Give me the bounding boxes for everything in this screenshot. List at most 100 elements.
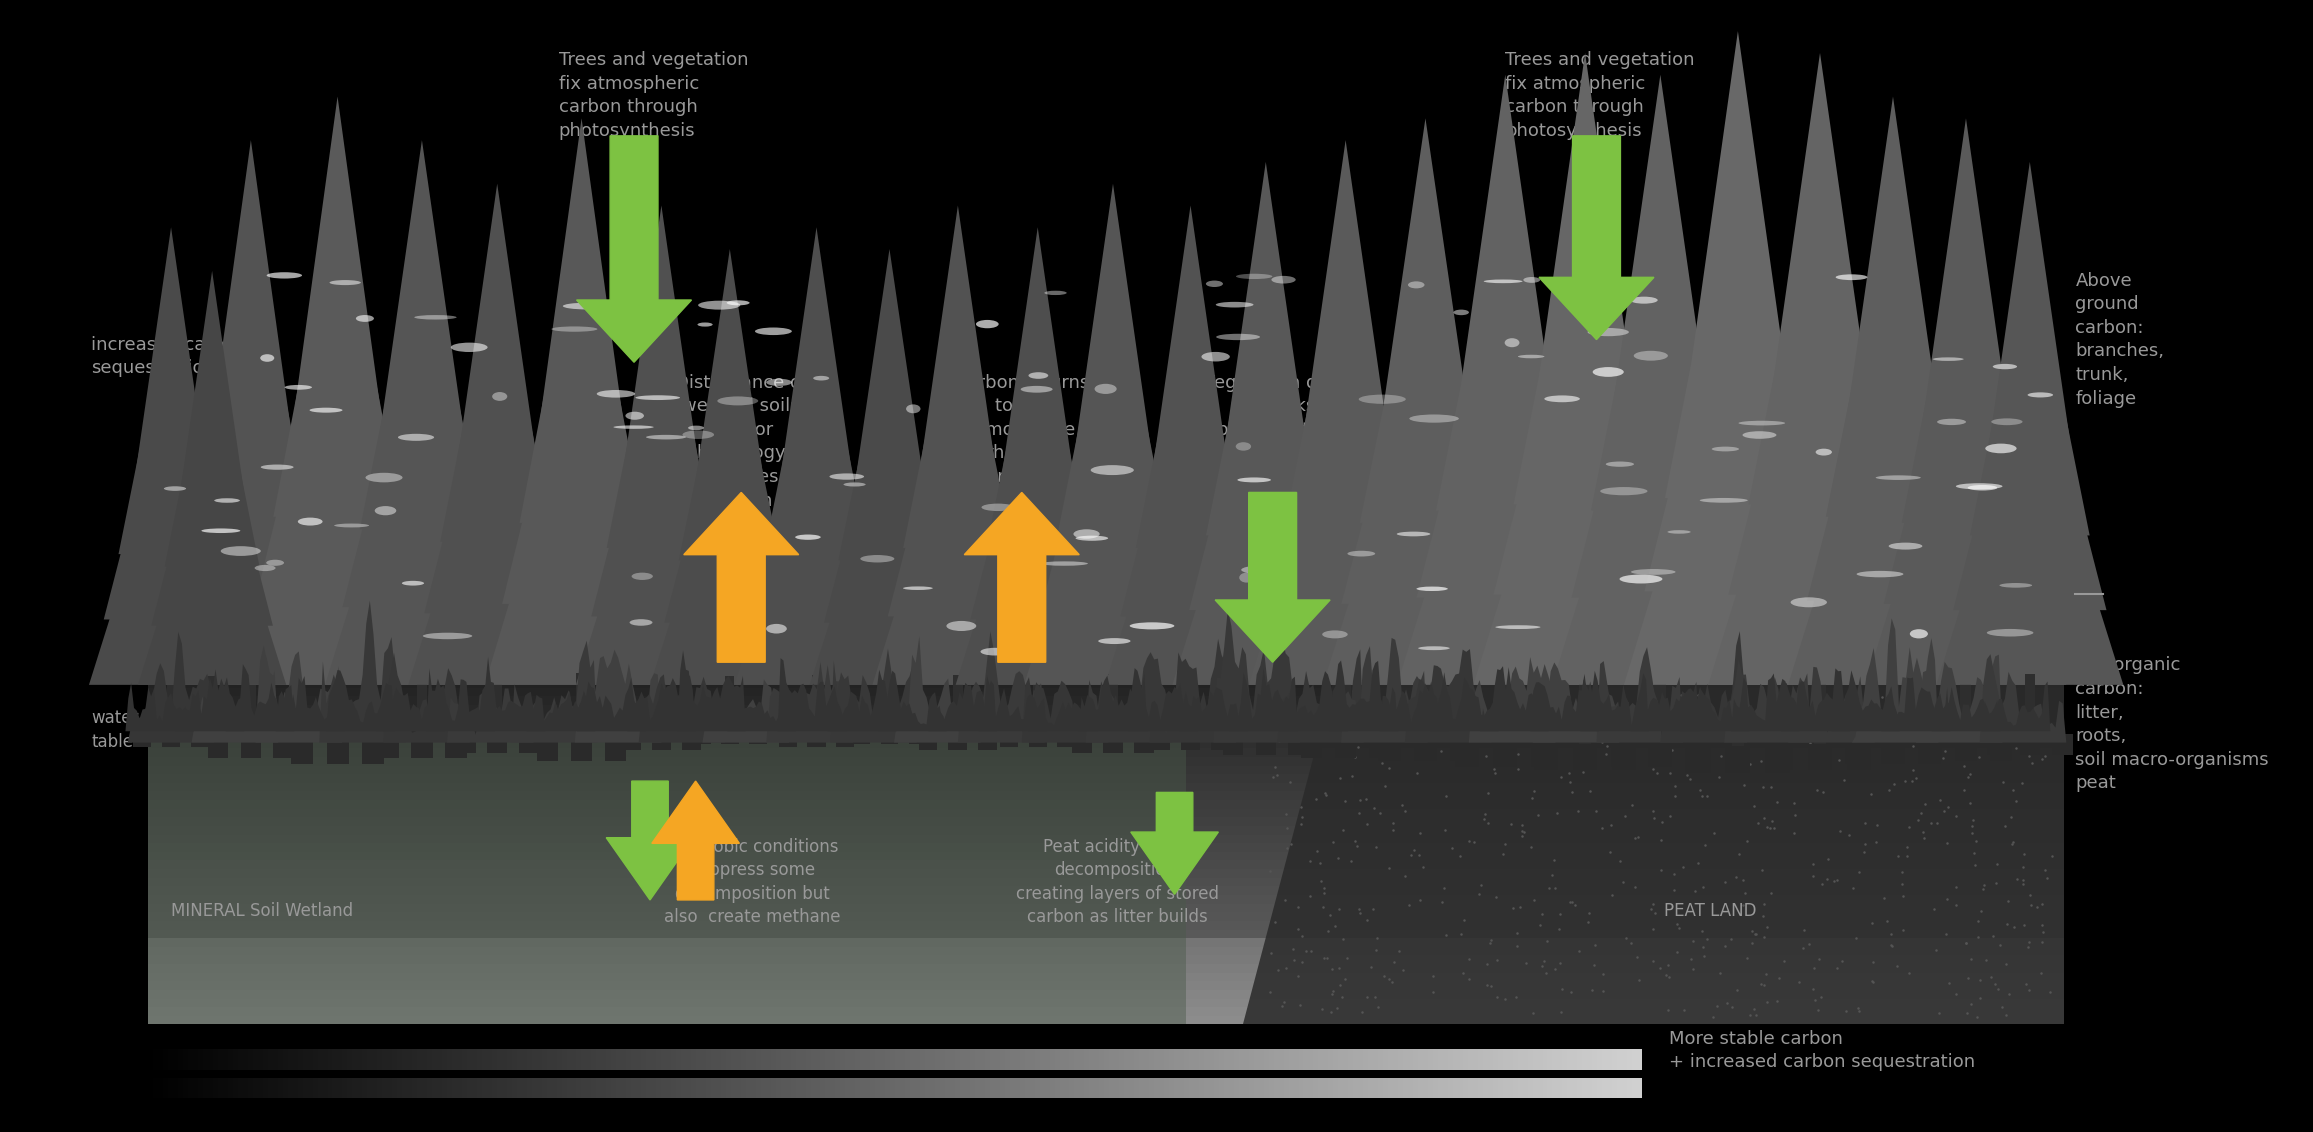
Bar (1150, 1078, 1154, 1098)
Polygon shape (638, 675, 726, 743)
Bar (303, 1078, 308, 1098)
Bar (1513, 1049, 1517, 1070)
Point (1658, 943, 1695, 961)
Point (1635, 691, 1672, 709)
Bar (985, 1049, 990, 1070)
Point (1818, 872, 1855, 890)
Point (1314, 833, 1351, 851)
Point (1917, 941, 1954, 959)
Point (1959, 1007, 1996, 1026)
Point (1321, 900, 1358, 918)
Point (1957, 843, 1994, 861)
Polygon shape (1915, 654, 2003, 743)
Bar (1552, 1049, 1557, 1070)
Point (1566, 763, 1603, 781)
Ellipse shape (164, 487, 185, 491)
Bar (148, 877, 2063, 886)
Point (1272, 773, 1309, 791)
Point (1360, 997, 1397, 1015)
Bar (164, 1078, 169, 1098)
Bar (352, 1078, 359, 1098)
Bar (1612, 1078, 1617, 1098)
Point (1964, 880, 2001, 898)
Polygon shape (1883, 280, 2049, 604)
Point (1737, 925, 1774, 943)
Point (2005, 858, 2042, 876)
Bar (1725, 746, 1751, 773)
Bar (222, 1049, 229, 1070)
Point (1894, 772, 1931, 790)
Polygon shape (125, 683, 194, 731)
Point (1998, 871, 2035, 889)
Polygon shape (1901, 199, 2031, 523)
Point (1857, 816, 1894, 834)
Bar (581, 1049, 588, 1070)
Bar (148, 869, 2063, 877)
Point (1961, 989, 1998, 1007)
Bar (1508, 1078, 1513, 1098)
Bar (1323, 1078, 1328, 1098)
Ellipse shape (1998, 583, 2033, 588)
Point (1402, 846, 1439, 864)
Polygon shape (729, 683, 796, 731)
Bar (1517, 1049, 1522, 1070)
Bar (507, 1078, 511, 1098)
Bar (1920, 738, 1943, 762)
Point (1487, 835, 1524, 854)
Bar (407, 1049, 412, 1070)
Ellipse shape (1631, 297, 1658, 303)
Point (1617, 829, 1654, 847)
Bar (222, 1078, 229, 1098)
Polygon shape (830, 649, 916, 743)
Bar (981, 1078, 985, 1098)
Bar (238, 1049, 243, 1070)
Bar (717, 1078, 722, 1098)
Ellipse shape (1483, 280, 1522, 283)
Bar (511, 1049, 516, 1070)
Point (1707, 700, 1744, 718)
Polygon shape (622, 206, 701, 480)
Point (1277, 714, 1314, 732)
Point (1404, 858, 1441, 876)
Ellipse shape (1409, 414, 1460, 422)
Point (1746, 895, 1783, 914)
Point (1466, 747, 1503, 765)
Point (1582, 702, 1619, 720)
Bar (826, 1049, 830, 1070)
Polygon shape (678, 651, 745, 731)
Bar (1448, 1078, 1453, 1098)
Polygon shape (1624, 311, 1853, 685)
Bar (421, 1078, 428, 1098)
Bar (731, 1078, 736, 1098)
Bar (1228, 1049, 1233, 1070)
Bar (1085, 1049, 1089, 1070)
Point (1284, 953, 1321, 971)
Ellipse shape (1934, 358, 1964, 361)
Point (1952, 817, 1989, 835)
Point (1402, 824, 1439, 842)
Bar (1180, 1049, 1184, 1070)
Bar (826, 1078, 830, 1098)
Point (1744, 778, 1781, 796)
Ellipse shape (1994, 363, 2017, 369)
Point (1261, 702, 1298, 720)
Point (1994, 832, 2031, 850)
Bar (934, 1049, 939, 1070)
Bar (1809, 744, 1832, 770)
Point (1781, 974, 1818, 992)
Bar (312, 1078, 317, 1098)
Bar (523, 1049, 527, 1070)
Polygon shape (1469, 657, 1554, 743)
Point (1531, 727, 1568, 745)
Point (1920, 1004, 1957, 1022)
Point (1786, 940, 1823, 958)
Point (1853, 914, 1890, 932)
Point (1857, 833, 1894, 851)
Point (1268, 959, 1305, 977)
Bar (934, 1078, 939, 1098)
Bar (416, 1078, 421, 1098)
Bar (278, 1049, 282, 1070)
Polygon shape (1180, 687, 1247, 731)
Ellipse shape (333, 523, 370, 528)
Bar (287, 1049, 294, 1070)
